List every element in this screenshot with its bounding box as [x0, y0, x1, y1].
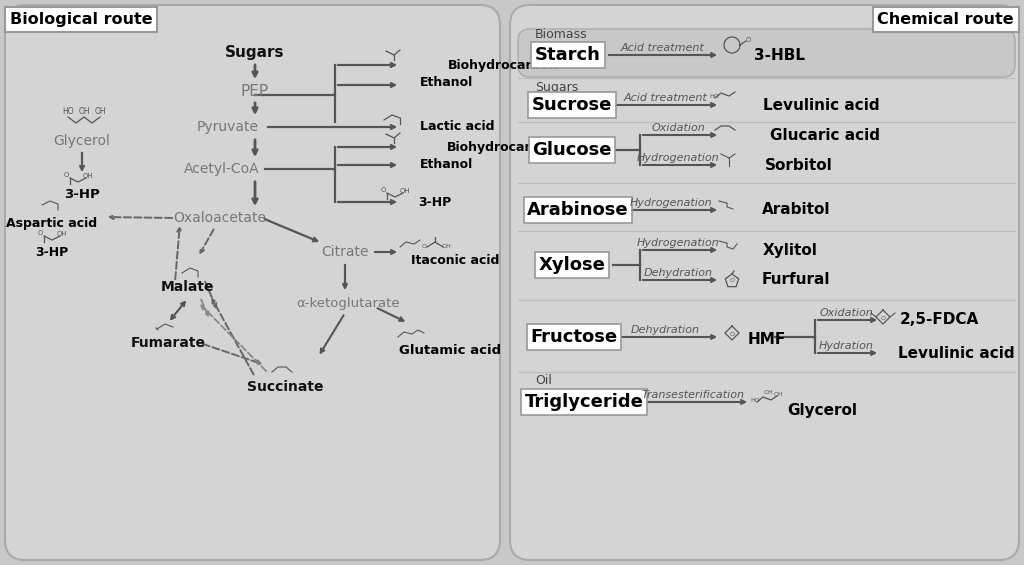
Text: OH: OH	[774, 393, 784, 398]
Text: Biohydrocarbon: Biohydrocarbon	[447, 141, 558, 154]
Text: Furfural: Furfural	[762, 272, 830, 288]
Text: Glutamic acid: Glutamic acid	[399, 344, 501, 357]
Text: OH: OH	[764, 390, 774, 395]
Text: Sugars: Sugars	[225, 46, 285, 60]
Text: O: O	[729, 279, 734, 284]
Text: Oxidation: Oxidation	[651, 123, 705, 133]
Text: HO: HO	[62, 107, 74, 116]
FancyBboxPatch shape	[5, 5, 500, 560]
Text: Hydrogenation: Hydrogenation	[630, 198, 713, 208]
Text: Acid treatment: Acid treatment	[624, 93, 707, 103]
Text: Succinate: Succinate	[247, 380, 324, 394]
Text: HO: HO	[710, 94, 719, 99]
Text: Biohydrocarbon: Biohydrocarbon	[449, 59, 559, 72]
Text: Glycerol: Glycerol	[53, 134, 111, 148]
Text: Itaconic acid: Itaconic acid	[411, 254, 499, 267]
Text: 3-HP: 3-HP	[36, 246, 69, 259]
Text: 2,5-FDCA: 2,5-FDCA	[900, 312, 979, 328]
Text: Biomass: Biomass	[535, 28, 588, 41]
Text: α-ketoglutarate: α-ketoglutarate	[296, 297, 399, 310]
Text: Fumarate: Fumarate	[130, 336, 206, 350]
Text: Chemical route: Chemical route	[878, 12, 1014, 27]
Text: O: O	[37, 230, 43, 236]
Text: Levulinic acid: Levulinic acid	[898, 346, 1015, 360]
Text: Aspartic acid: Aspartic acid	[6, 216, 97, 229]
Text: Hydrogenation: Hydrogenation	[637, 238, 719, 248]
Text: OH: OH	[56, 231, 68, 237]
Text: O: O	[745, 37, 751, 43]
Text: OH: OH	[94, 107, 105, 116]
Text: O: O	[422, 244, 427, 249]
Text: HMF: HMF	[748, 332, 786, 346]
Text: OH: OH	[83, 173, 93, 179]
Text: Oil: Oil	[535, 373, 552, 386]
Text: Sucrose: Sucrose	[531, 96, 612, 114]
Text: O: O	[729, 332, 734, 337]
Text: Glucaric acid: Glucaric acid	[770, 128, 880, 142]
FancyBboxPatch shape	[518, 29, 1015, 77]
Text: OH: OH	[78, 106, 90, 115]
Text: Sugars: Sugars	[535, 81, 579, 94]
FancyBboxPatch shape	[510, 5, 1019, 560]
Text: Ethanol: Ethanol	[420, 159, 473, 172]
Text: Oxaloacetate: Oxaloacetate	[173, 211, 266, 225]
Text: Biological route: Biological route	[10, 12, 153, 27]
Text: OH: OH	[399, 188, 411, 194]
Text: Triglyceride: Triglyceride	[524, 393, 643, 411]
Text: Hydration: Hydration	[818, 341, 873, 351]
Text: Hydrogenation: Hydrogenation	[637, 153, 719, 163]
Text: O: O	[380, 187, 386, 193]
Text: OH: OH	[441, 244, 451, 249]
Text: O: O	[881, 315, 886, 320]
Text: O: O	[63, 172, 69, 178]
Text: Arabinose: Arabinose	[527, 201, 629, 219]
Text: Xylose: Xylose	[539, 256, 605, 274]
Text: HO: HO	[751, 398, 760, 403]
Text: Sorbitol: Sorbitol	[765, 158, 833, 172]
Text: Oxidation: Oxidation	[819, 308, 872, 318]
Text: Pyruvate: Pyruvate	[197, 120, 259, 134]
Text: Glycerol: Glycerol	[787, 402, 857, 418]
Text: Xylitol: Xylitol	[763, 242, 818, 258]
Text: Dehydration: Dehydration	[631, 325, 699, 335]
Text: Glucose: Glucose	[532, 141, 611, 159]
Text: Citrate: Citrate	[322, 245, 369, 259]
Text: Acid treatment: Acid treatment	[621, 43, 703, 53]
Text: Starch: Starch	[536, 46, 601, 64]
Text: Ethanol: Ethanol	[420, 76, 473, 89]
Text: 3-HP: 3-HP	[418, 195, 452, 208]
Text: Dehydration: Dehydration	[643, 268, 713, 278]
Text: Lactic acid: Lactic acid	[420, 120, 495, 133]
Text: Arabitol: Arabitol	[762, 202, 830, 218]
Text: 3-HP: 3-HP	[65, 189, 100, 202]
Text: PEP: PEP	[241, 84, 269, 98]
Text: Malate: Malate	[161, 280, 215, 294]
Text: Transesterification: Transesterification	[641, 390, 744, 400]
Text: Fructose: Fructose	[530, 328, 617, 346]
Text: Acetyl-CoA: Acetyl-CoA	[184, 162, 260, 176]
Text: 3-HBL: 3-HBL	[754, 47, 805, 63]
Text: Levulinic acid: Levulinic acid	[763, 98, 880, 112]
